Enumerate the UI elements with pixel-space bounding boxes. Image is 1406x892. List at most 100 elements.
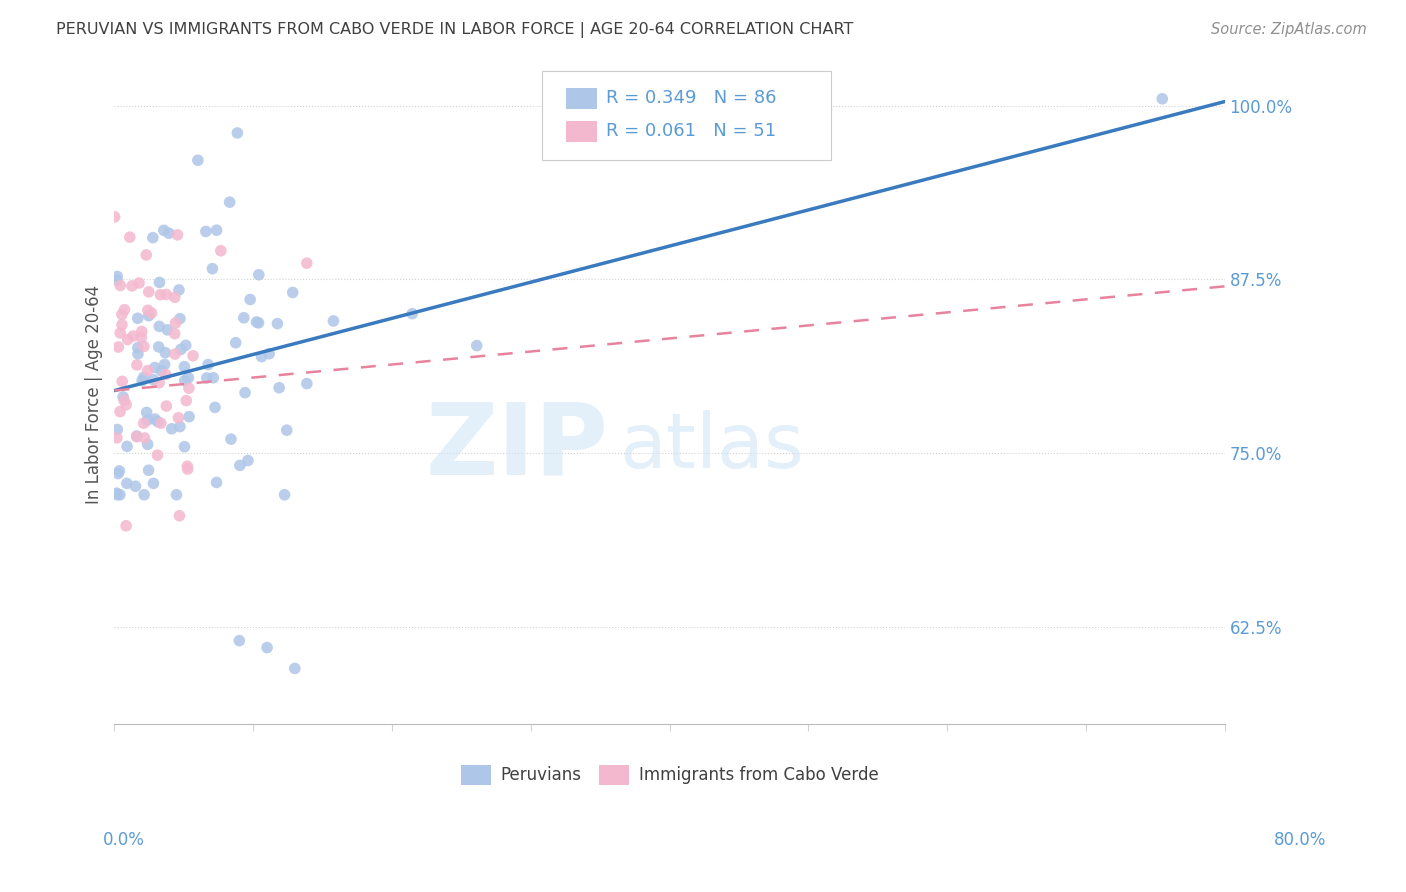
Point [176, 462, 198, 476]
Point [142, 373, 165, 387]
Point [125, 430, 148, 444]
Text: PERUVIAN VS IMMIGRANTS FROM CABO VERDE IN LABOR FORCE | AGE 20-64 CORRELATION CH: PERUVIAN VS IMMIGRANTS FROM CABO VERDE I… [56, 22, 853, 38]
Point [108, 488, 131, 502]
Text: R = 0.349   N = 86: R = 0.349 N = 86 [606, 89, 776, 107]
Point [167, 410, 190, 425]
Point [204, 401, 226, 415]
Point [232, 310, 254, 325]
Point [194, 224, 217, 238]
Point [132, 370, 155, 384]
Point [127, 347, 149, 361]
Point [115, 439, 138, 453]
Point [115, 398, 138, 412]
Point [181, 349, 204, 363]
Point [233, 385, 256, 400]
Point [105, 431, 128, 445]
Point [269, 381, 291, 395]
Point [150, 364, 173, 378]
Point [174, 338, 197, 352]
FancyBboxPatch shape [541, 70, 831, 160]
Point [105, 269, 128, 284]
Point [173, 440, 195, 454]
Point [166, 488, 188, 502]
Point [401, 307, 423, 321]
Point [276, 423, 298, 437]
Point [146, 415, 169, 429]
Point [111, 308, 134, 322]
Point [132, 416, 155, 430]
Point [295, 256, 318, 270]
Point [245, 315, 267, 329]
Point [107, 340, 129, 354]
Point [135, 405, 157, 419]
Point [195, 371, 218, 385]
Point [155, 287, 177, 301]
Point [112, 390, 135, 404]
Point [177, 409, 200, 424]
FancyBboxPatch shape [567, 120, 598, 142]
Point [143, 412, 166, 426]
Legend: Peruvians, Immigrants from Cabo Verde: Peruvians, Immigrants from Cabo Verde [461, 764, 879, 785]
Point [125, 358, 148, 372]
Point [155, 345, 177, 359]
Point [155, 368, 177, 382]
Text: Source: ZipAtlas.com: Source: ZipAtlas.com [1211, 22, 1367, 37]
Point [257, 347, 280, 361]
Point [155, 399, 177, 413]
Point [177, 370, 200, 384]
Point [125, 429, 148, 443]
Point [136, 437, 159, 451]
Point [202, 371, 225, 385]
Point [170, 343, 193, 357]
Point [166, 227, 188, 242]
Point [128, 276, 150, 290]
Point [250, 350, 273, 364]
Point [136, 413, 159, 427]
Point [148, 276, 170, 290]
Point [107, 467, 129, 481]
Point [226, 126, 249, 140]
Point [284, 661, 307, 675]
Point [219, 432, 242, 446]
Point [111, 375, 134, 389]
Point [135, 248, 157, 262]
Point [108, 464, 131, 478]
Point [149, 287, 172, 301]
Point [127, 311, 149, 326]
Point [105, 273, 128, 287]
Point [256, 640, 278, 655]
Point [111, 318, 134, 332]
Point [169, 311, 191, 326]
Text: R = 0.061   N = 51: R = 0.061 N = 51 [606, 122, 776, 140]
Point [281, 285, 304, 300]
Point [127, 341, 149, 355]
Point [322, 314, 344, 328]
Point [197, 358, 219, 372]
Text: atlas: atlas [620, 409, 804, 483]
Point [153, 358, 176, 372]
Point [173, 359, 195, 374]
Point [163, 326, 186, 341]
Point [239, 293, 262, 307]
Point [143, 360, 166, 375]
Point [118, 230, 141, 244]
Point [169, 508, 191, 523]
Text: ZIP: ZIP [426, 399, 609, 495]
Point [146, 448, 169, 462]
Text: 0.0%: 0.0% [103, 831, 145, 849]
Point [105, 486, 128, 500]
Point [247, 268, 270, 282]
Point [247, 316, 270, 330]
Point [138, 309, 160, 323]
Point [209, 244, 232, 258]
Point [121, 279, 143, 293]
Point [131, 325, 153, 339]
Point [136, 303, 159, 318]
Point [105, 422, 128, 436]
Point [136, 363, 159, 377]
Point [465, 338, 488, 352]
Point [177, 381, 200, 395]
Point [169, 419, 191, 434]
Point [115, 476, 138, 491]
Point [148, 319, 170, 334]
